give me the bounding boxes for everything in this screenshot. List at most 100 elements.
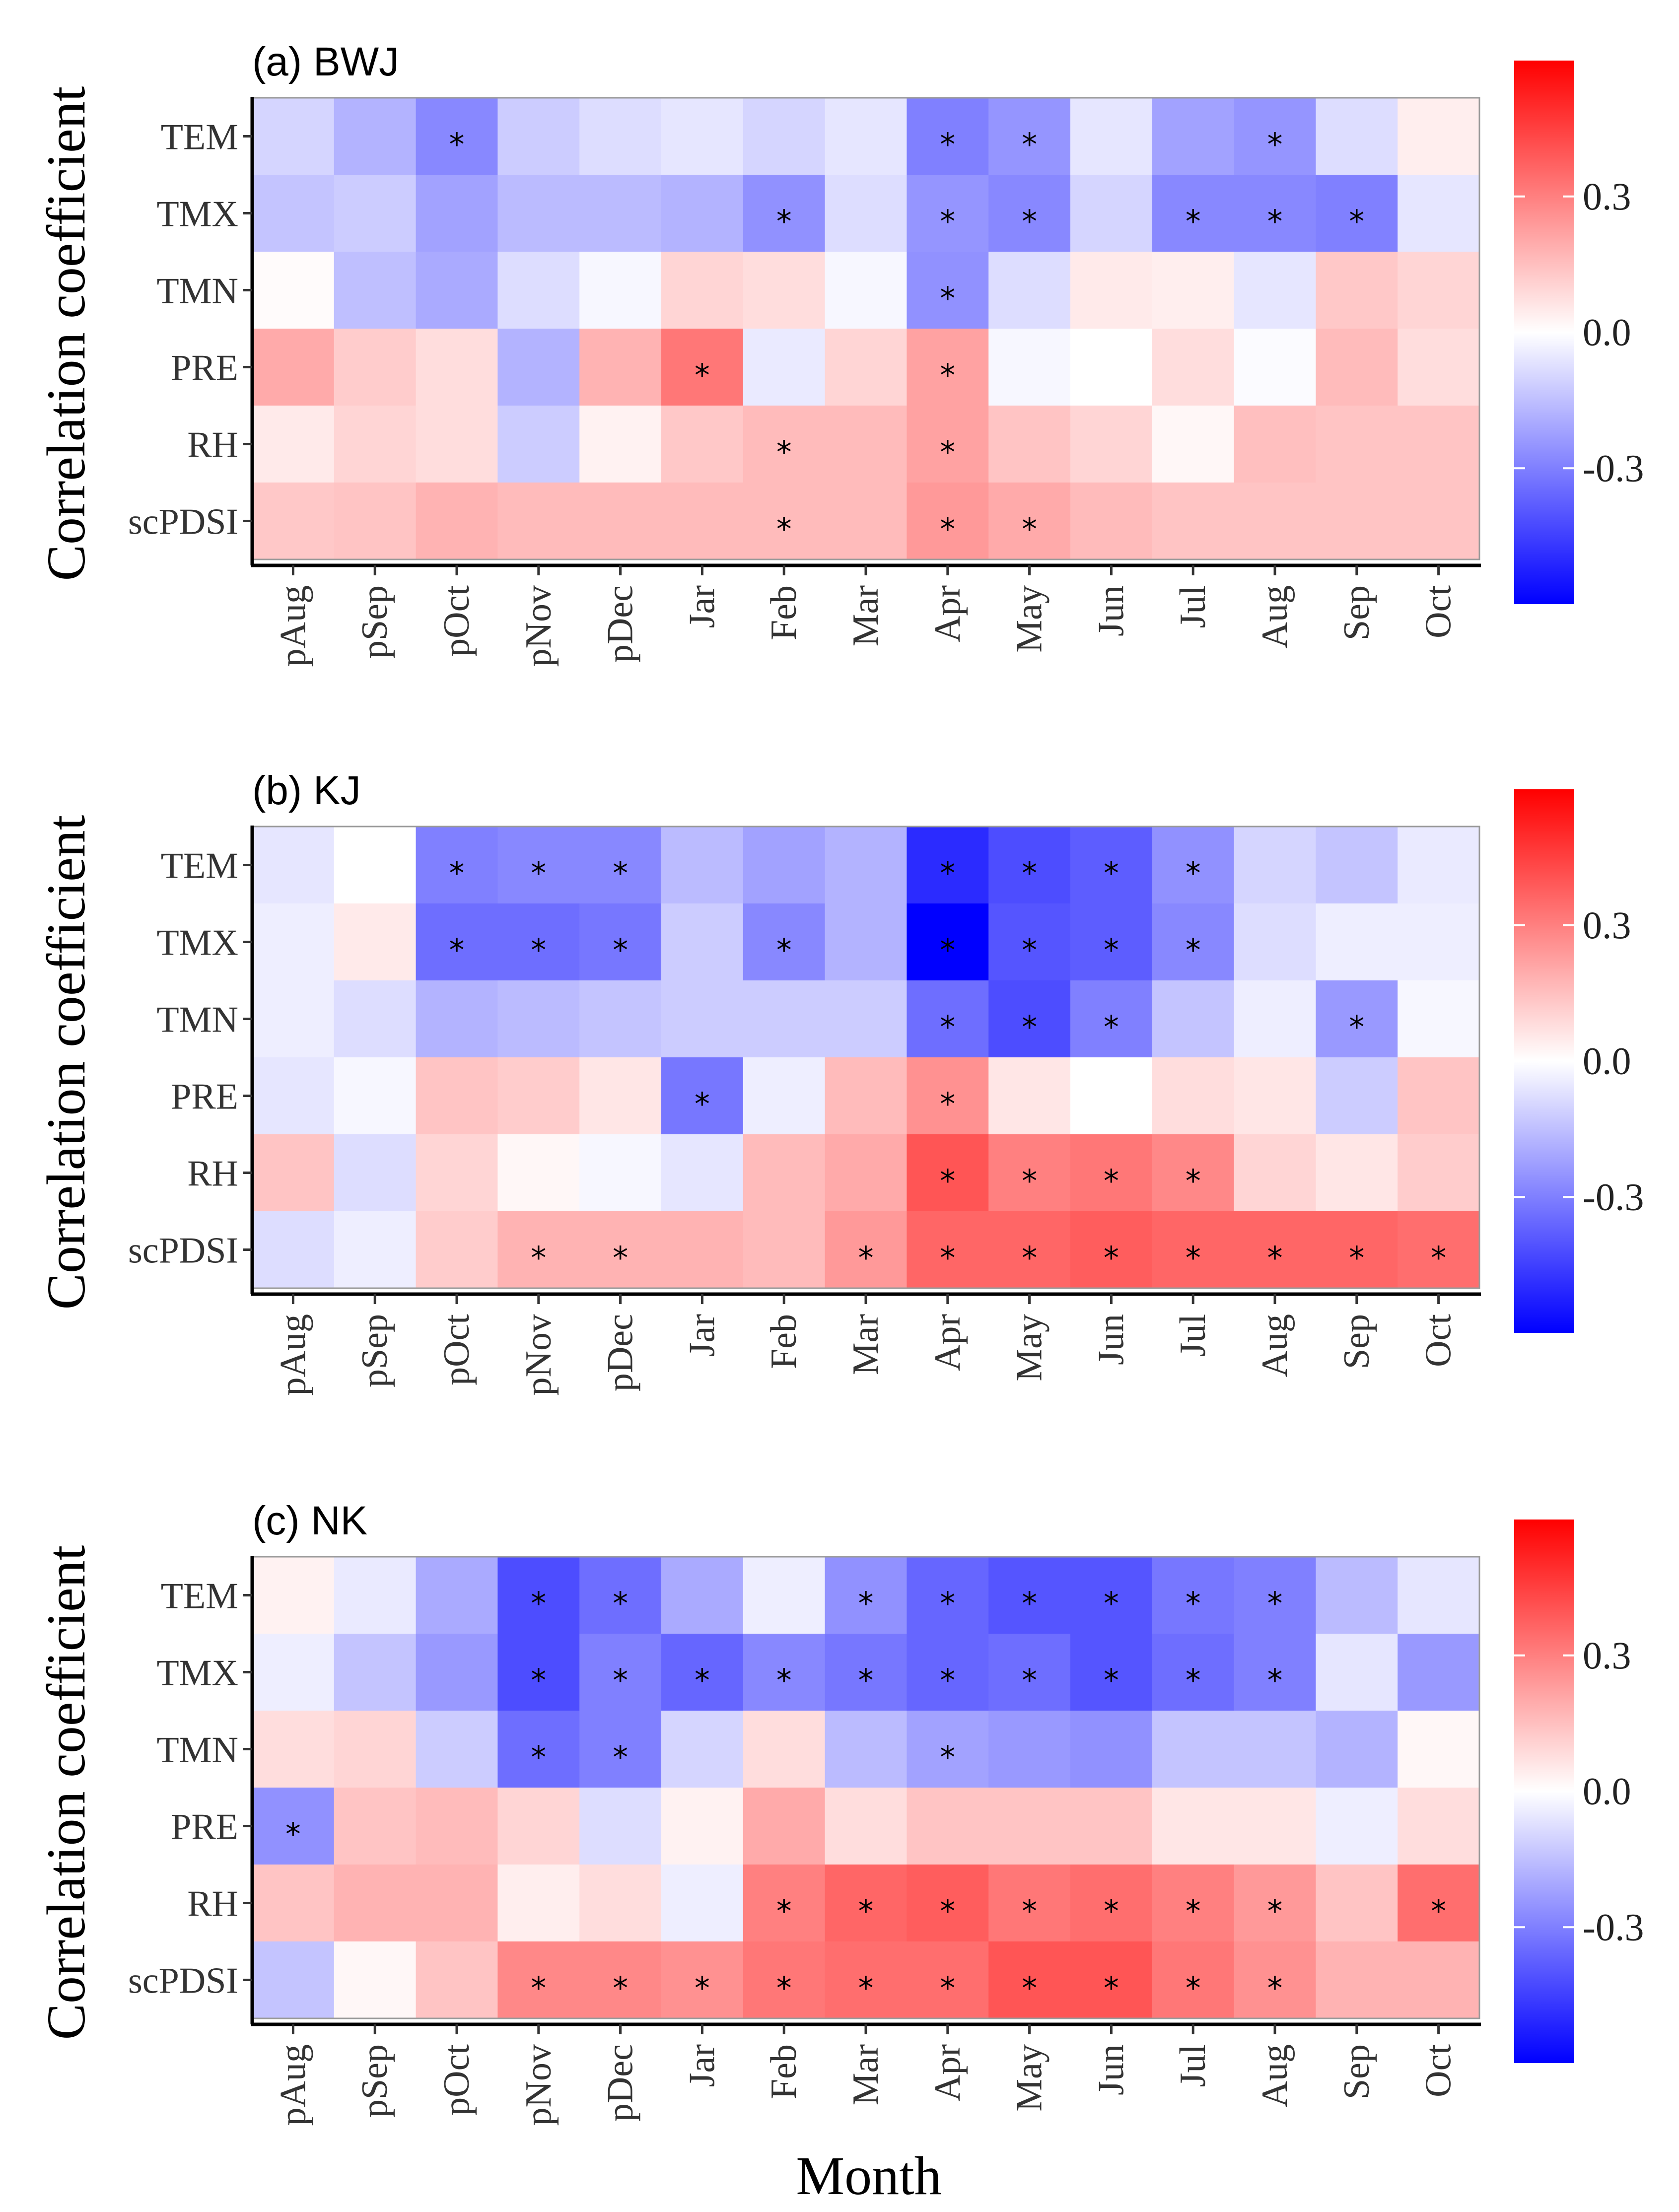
x-tick-label: Jun <box>1091 2044 1131 2095</box>
heatmap-cell <box>497 1634 580 1711</box>
heatmap-cell <box>1316 1788 1398 1865</box>
heatmap-cell <box>252 903 335 981</box>
significance-marker: * <box>531 1739 546 1776</box>
heatmap-cell <box>988 329 1071 406</box>
significance-marker: * <box>531 855 546 892</box>
heatmap-cell <box>1070 1941 1153 2019</box>
heatmap-cell <box>1070 329 1153 406</box>
heatmap-cell <box>825 1057 907 1135</box>
heatmap-cell <box>579 483 662 560</box>
significance-marker: * <box>531 932 546 968</box>
heatmap-cell <box>825 1788 907 1865</box>
x-tick-label: pSep <box>354 1314 395 1387</box>
heatmap-cell <box>907 483 989 560</box>
significance-marker: * <box>1267 1662 1283 1699</box>
heatmap-cell <box>907 1711 989 1788</box>
significance-marker: * <box>1104 1240 1119 1276</box>
heatmap-cell <box>1316 98 1398 175</box>
heatmap-cell <box>907 1211 989 1289</box>
heatmap-cell <box>1152 98 1235 175</box>
heatmap-cell <box>579 175 662 252</box>
x-tick-label: Mar <box>845 585 886 646</box>
x-tick-label: pOct <box>436 1314 477 1385</box>
y-tick-label: TMX <box>157 1653 238 1694</box>
significance-marker: * <box>613 1662 628 1699</box>
significance-marker: * <box>1267 204 1283 240</box>
heatmap-cell <box>497 980 580 1058</box>
heatmap-cell <box>743 980 826 1058</box>
panel-title: (b) KJ <box>252 768 361 813</box>
heatmap-cell <box>661 1057 744 1135</box>
heatmap-cell <box>579 1865 662 1942</box>
heatmap-cell <box>497 483 580 560</box>
heatmap-cell <box>661 1134 744 1212</box>
significance-marker: * <box>1431 1893 1446 1930</box>
heatmap-cell <box>497 1941 580 2019</box>
x-tick-label: Mar <box>845 2044 886 2105</box>
x-tick-label: pDec <box>600 2044 641 2122</box>
heatmap-cell <box>252 1211 335 1289</box>
heatmap-cell <box>988 980 1071 1058</box>
colorbar-tick-label: 0.0 <box>1583 1039 1631 1083</box>
y-tick-label: scPDSI <box>128 1961 238 2002</box>
heatmap-cell <box>661 252 744 329</box>
heatmap-cell <box>416 827 498 904</box>
heatmap-cell <box>334 1057 417 1135</box>
heatmap-cell <box>1234 1634 1316 1711</box>
significance-marker: * <box>1022 1970 1037 2006</box>
significance-marker: * <box>1104 855 1119 892</box>
heatmap-cell <box>1070 1634 1153 1711</box>
significance-marker: * <box>1267 1970 1283 2006</box>
heatmap-cell <box>1070 406 1153 483</box>
heatmap-cell <box>1234 1711 1316 1788</box>
heatmap-cell <box>1398 1941 1480 2019</box>
heatmap-cell <box>1070 1788 1153 1865</box>
significance-marker: * <box>613 932 628 968</box>
heatmap-cell <box>661 406 744 483</box>
heatmap-cell <box>1152 1211 1235 1289</box>
heatmap-cell <box>661 483 744 560</box>
heatmap-cell <box>825 483 907 560</box>
significance-marker: * <box>1022 1163 1037 1199</box>
heatmap-cell <box>252 1865 335 1942</box>
significance-marker: * <box>940 1086 955 1122</box>
heatmap-cell <box>334 1134 417 1212</box>
heatmap-cell <box>1152 252 1235 329</box>
heatmap-cell <box>1070 1865 1153 1942</box>
heatmap-cell <box>497 175 580 252</box>
heatmap-cell <box>1398 406 1480 483</box>
heatmap-cell <box>497 1557 580 1634</box>
y-tick-label: PRE <box>171 1807 238 1848</box>
heatmap-cell <box>1316 1134 1398 1212</box>
significance-marker: * <box>1349 1009 1364 1045</box>
heatmap-panel-1: (b) KJ Correlation coefficient * * * * * * * * * * *… <box>36 768 1644 1395</box>
heatmap-cell <box>1398 98 1480 175</box>
colorbar-tick-label: -0.3 <box>1583 446 1644 489</box>
heatmap-cell <box>1398 1865 1480 1942</box>
heatmap-cell <box>497 252 580 329</box>
heatmap-cell <box>1316 483 1398 560</box>
heatmap-cell <box>416 1634 498 1711</box>
heatmap-cell <box>825 252 907 329</box>
heatmap-cell <box>1070 98 1153 175</box>
heatmap-cell <box>416 175 498 252</box>
heatmap-cell <box>334 98 417 175</box>
significance-marker: * <box>1186 855 1201 892</box>
heatmap-cell <box>743 98 826 175</box>
heatmap-cell <box>1234 406 1316 483</box>
heatmap-cell <box>743 252 826 329</box>
y-tick-label: RH <box>187 425 238 466</box>
colorbar-tick-label: 0.3 <box>1583 903 1631 947</box>
significance-marker: * <box>940 855 955 892</box>
heatmap-cell <box>1152 1711 1235 1788</box>
heatmap-cell <box>907 98 989 175</box>
significance-marker: * <box>940 434 955 471</box>
heatmap-cell <box>1070 1211 1153 1289</box>
heatmap-panel-2: (c) NK Correlation coefficient * * * * * * * * * * *… <box>36 1498 1644 2126</box>
heatmap-cell <box>743 827 826 904</box>
significance-marker: * <box>1267 1240 1283 1276</box>
x-tick-label: Oct <box>1418 585 1459 638</box>
heatmap-cell <box>416 1865 498 1942</box>
heatmap-cell <box>1398 903 1480 981</box>
significance-marker: * <box>940 1970 955 2006</box>
